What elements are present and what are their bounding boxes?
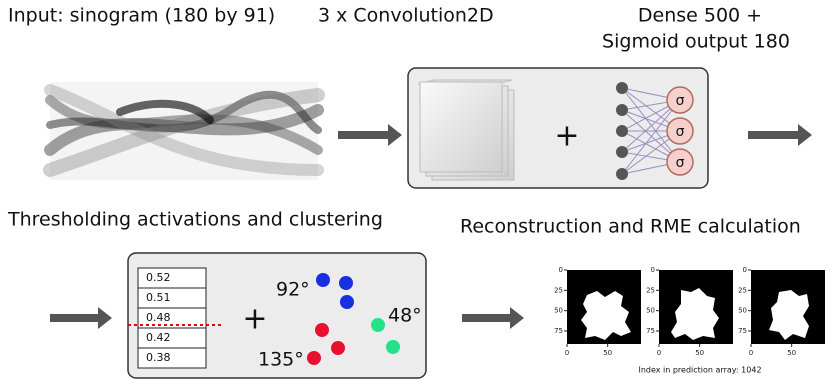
conv-title: 3 x Convolution2D <box>318 5 494 27</box>
x-tick-label: 50 <box>695 349 704 357</box>
input-node <box>616 104 628 116</box>
input-title: Input: sinogram (180 by 91) <box>8 5 275 27</box>
sinogram <box>50 82 318 180</box>
dense-title: Sigmoid output 180 <box>602 31 790 53</box>
activation-value: 0.51 <box>146 291 171 304</box>
y-tick-label: 50 <box>646 307 655 315</box>
x-tick-label: 0 <box>749 349 753 357</box>
input-node <box>616 82 628 94</box>
plus: + <box>242 302 267 337</box>
input-node <box>616 146 628 158</box>
x-tick-label: 0 <box>565 349 569 357</box>
sigma: σ <box>676 93 685 109</box>
activation-table: 0.52 0.51 0.48 0.42 0.38 <box>138 268 206 368</box>
y-tick-label: 75 <box>738 327 747 335</box>
activation-value: 0.38 <box>146 351 171 364</box>
input-node <box>616 168 628 180</box>
reconstruction-title: Reconstruction and RME calculation <box>460 216 801 238</box>
input-node <box>616 125 628 137</box>
threshold-title: Thresholding activations and clustering <box>7 209 383 231</box>
y-tick-label: 0 <box>743 266 747 274</box>
sigma: σ <box>676 124 685 140</box>
caption: Index in prediction array: 1042 <box>638 366 761 375</box>
x-tick-label: 50 <box>603 349 612 357</box>
cluster-label: 92° <box>276 279 310 301</box>
dense-title: Dense 500 + <box>638 5 762 27</box>
y-tick-label: 0 <box>651 266 655 274</box>
y-tick-label: 75 <box>554 327 563 335</box>
activation-value: 0.52 <box>146 271 171 284</box>
activation-value: 0.48 <box>146 311 171 324</box>
page: {"stages": { "input": {"title": "Input: … <box>0 0 838 379</box>
y-tick-label: 25 <box>738 286 747 294</box>
plus: + <box>554 119 579 154</box>
x-tick-label: 0 <box>657 349 661 357</box>
y-tick-label: 50 <box>554 307 563 315</box>
y-tick-label: 25 <box>554 286 563 294</box>
x-tick-label: 50 <box>787 349 796 357</box>
sigma: σ <box>676 155 685 171</box>
activation-value: 0.42 <box>146 331 171 344</box>
y-tick-label: 50 <box>738 307 747 315</box>
diagram: Input: sinogram (180 by 91) 3 x Convolut… <box>0 0 838 379</box>
y-tick-label: 0 <box>559 266 563 274</box>
y-tick-label: 75 <box>646 327 655 335</box>
cluster-label: 135° <box>258 349 304 371</box>
y-tick-label: 25 <box>646 286 655 294</box>
reconstructions: 0 25 50 75 0 50 0 25 50 75 0 50 0 25 50 75 0 50 <box>554 266 825 357</box>
conv-stack <box>418 80 514 180</box>
cluster-label: 48° <box>388 305 422 327</box>
